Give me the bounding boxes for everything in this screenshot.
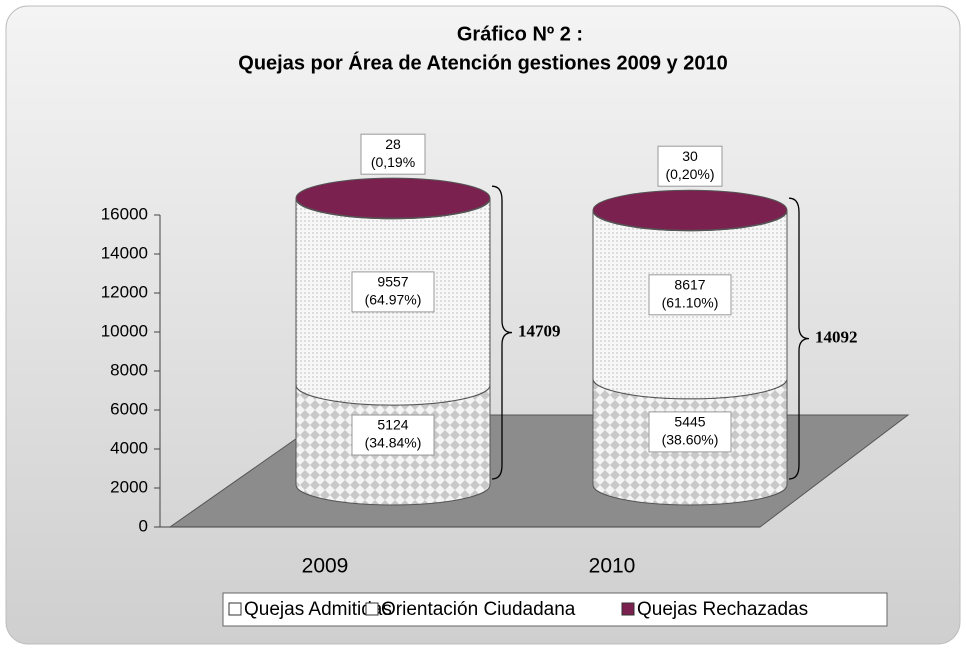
total-brace xyxy=(788,197,810,480)
percent-label: (64.97%) xyxy=(365,292,422,308)
value-label-box xyxy=(351,414,435,456)
y-tick-label: 2000 xyxy=(110,477,148,496)
y-tick-label: 0 xyxy=(139,516,148,535)
legend-label: Quejas Admitidas xyxy=(244,599,392,620)
chart-title: Gráfico Nº 2 : xyxy=(457,23,583,45)
total-label: 14092 xyxy=(815,328,858,347)
percent-label: (38.60%) xyxy=(662,432,719,448)
value-label-box xyxy=(351,271,435,313)
percent-label: (34.84%) xyxy=(365,435,422,451)
legend xyxy=(222,592,888,627)
value-label: 5124 xyxy=(377,417,408,433)
value-label-box xyxy=(360,133,426,175)
total-brace xyxy=(491,185,513,480)
value-label: 5445 xyxy=(674,414,705,430)
value-label: 9557 xyxy=(377,274,408,290)
y-tick-label: 10000 xyxy=(101,321,148,340)
percent-label: (0,20%) xyxy=(665,166,714,182)
y-tick-label: 14000 xyxy=(101,243,148,262)
legend-swatch xyxy=(365,602,379,616)
value-label-box xyxy=(648,411,732,453)
legend-swatch xyxy=(621,602,635,616)
y-tick-label: 6000 xyxy=(110,399,148,418)
y-tick-label: 16000 xyxy=(101,204,148,223)
legend-swatch xyxy=(228,602,242,616)
value-label-box xyxy=(648,274,732,316)
y-tick-label: 8000 xyxy=(110,360,148,379)
chart-subtitle: Quejas por Área de Atención gestiones 20… xyxy=(238,51,727,74)
legend-label: Orientación Ciudadana xyxy=(381,599,576,620)
x-tick-label: 2009 xyxy=(302,555,349,578)
percent-label: (61.10%) xyxy=(662,295,719,311)
y-tick-label: 4000 xyxy=(110,438,148,457)
cylinder-top xyxy=(295,177,491,219)
percent-label: (0,19% xyxy=(371,154,415,170)
value-label: 30 xyxy=(682,148,698,164)
y-tick-label: 12000 xyxy=(101,282,148,301)
value-label-box xyxy=(657,145,723,187)
value-label: 28 xyxy=(385,136,401,152)
value-label: 8617 xyxy=(674,277,705,293)
total-label: 14709 xyxy=(518,321,561,340)
cylinder-top xyxy=(592,189,788,231)
x-tick-label: 2010 xyxy=(589,555,636,578)
legend-label: Quejas Rechazadas xyxy=(637,599,808,620)
